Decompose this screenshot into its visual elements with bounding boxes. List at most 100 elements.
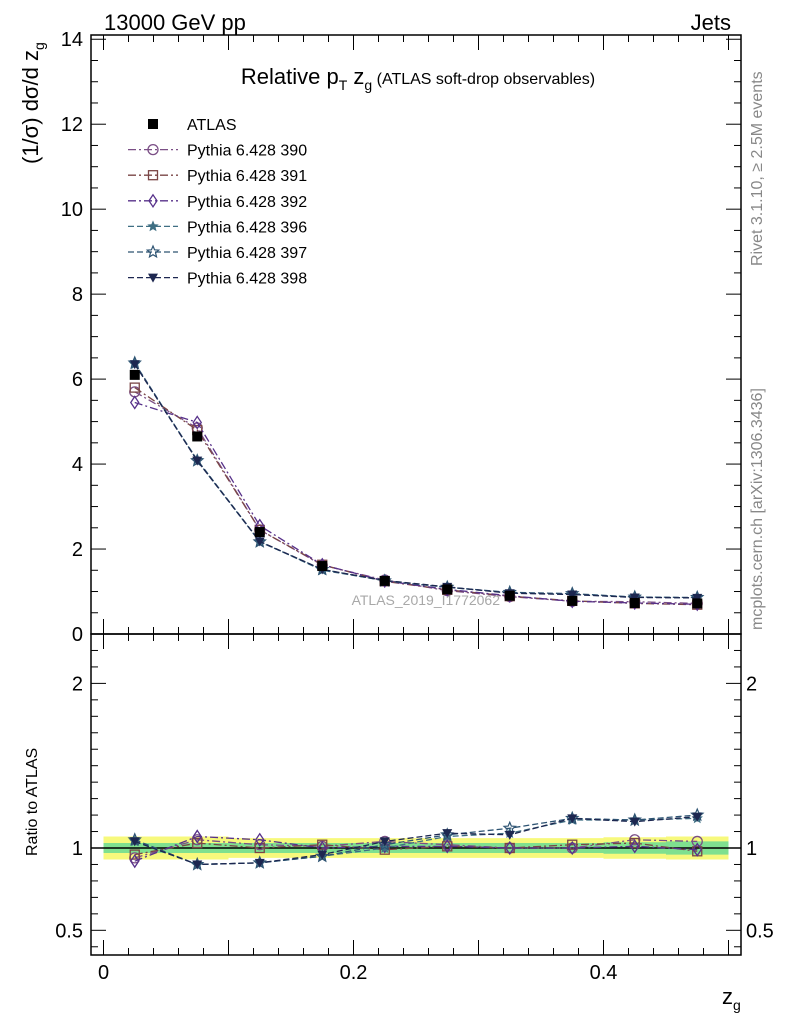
title-mid: z [347, 64, 364, 89]
ratio-point [192, 829, 203, 844]
ratio-line [134, 816, 698, 866]
legend-marker [145, 244, 161, 259]
ratio-y-tick-label: 0.5 [55, 920, 83, 942]
data-point [254, 527, 265, 538]
ratio-point [254, 842, 265, 854]
series-pythia-6428-397 [127, 355, 705, 604]
ratio-point [692, 812, 703, 822]
main-ylabel-sub: g [31, 42, 47, 50]
legend-label: Pythia 6.428 397 [187, 245, 307, 262]
title-sub-t: T [339, 77, 348, 93]
ratio-series-pythia-6428-391 [129, 837, 703, 860]
ratio-point [629, 839, 640, 854]
ratio-y-tick-label-right: 1 [746, 838, 757, 860]
ratio-series-pythia-6428-398 [129, 812, 703, 870]
ratio-point [629, 817, 640, 827]
ratio-y-tick-label-right: 2 [746, 673, 757, 695]
ratio-point [317, 850, 328, 860]
series-pythia-6428-390 [129, 386, 703, 610]
data-point [254, 537, 265, 547]
main-ylabel-text: (1/σ) dσ/d z [18, 50, 43, 164]
y-tick-label: 6 [72, 369, 83, 391]
x-tick-label: 0.4 [590, 962, 618, 984]
y-tick-label: 0 [72, 624, 83, 646]
ratio-point [192, 837, 203, 849]
data-point [129, 395, 140, 410]
y-tick-label: 10 [61, 199, 83, 221]
ratio-point [377, 837, 392, 851]
ratio-point [442, 829, 453, 839]
main-panel: ATLAS_2019_I1772062 0 2 4 6 8 10 12 14 [61, 29, 742, 646]
legend-label: Pythia 6.428 392 [187, 194, 307, 211]
y-tick-label: 2 [72, 539, 83, 561]
ratio-y-tick-label-right: 0.5 [746, 920, 774, 942]
legend-item: Pythia 6.428 396 [128, 219, 307, 236]
ratio-line [134, 835, 698, 862]
title-rest: (ATLAS soft-drop observables) [372, 71, 595, 88]
series-line [134, 362, 698, 599]
title-main: Relative p [241, 64, 339, 89]
header-left: 13000 GeV pp [104, 10, 246, 35]
legend-item: Pythia 6.428 391 [128, 168, 307, 185]
ratio-point [379, 839, 390, 854]
data-point [317, 561, 328, 572]
ratio-y-tick-label: 2 [72, 673, 83, 695]
legend-label: Pythia 6.428 396 [187, 219, 307, 236]
ratio-point [442, 839, 453, 854]
series-line [134, 391, 698, 605]
series-atlas [129, 369, 703, 609]
ratio-series-pythia-6428-392 [129, 829, 703, 869]
ratio-point [254, 832, 265, 847]
data-point [629, 597, 640, 608]
legend-item: ATLAS [148, 117, 237, 134]
x-tick-label: 0.2 [340, 962, 368, 984]
legend-label: ATLAS [187, 117, 237, 134]
series-pythia-6428-392 [129, 395, 703, 612]
ratio-point [129, 837, 140, 847]
ratio-ylabel: Ratio to ATLAS [24, 748, 41, 856]
data-point [692, 598, 703, 609]
legend-marker [147, 170, 159, 181]
data-point [442, 584, 453, 595]
mcplots-label: mcplots.cern.ch [arXiv:1306.3436] [749, 388, 766, 630]
ratio-line [134, 839, 698, 859]
ratio-point [504, 830, 515, 840]
main-ylabel: (1/σ) dσ/d zg [18, 42, 47, 164]
series-pythia-6428-391 [129, 382, 703, 610]
series-pythia-6428-398 [129, 360, 703, 603]
legend-marker [147, 143, 159, 156]
data-point [192, 431, 203, 442]
header-right: Jets [691, 10, 731, 35]
ratio-point [379, 837, 390, 847]
ratio-series-group [127, 807, 705, 871]
data-point [567, 590, 578, 600]
ratio-point [504, 840, 515, 856]
y-tick-label: 8 [72, 284, 83, 306]
ratio-point [129, 853, 140, 869]
legend-label: Pythia 6.428 398 [187, 271, 307, 288]
legend-item: Pythia 6.428 397 [128, 244, 307, 262]
legend: ATLAS Pythia 6.428 390 Pythia 6.428 391 Pyt… [128, 117, 307, 288]
series-line [134, 363, 698, 599]
ratio-point [567, 839, 578, 850]
legend-item: Pythia 6.428 390 [128, 143, 307, 160]
legend-label: Pythia 6.428 390 [187, 143, 307, 160]
y-tick-label: 12 [61, 114, 83, 136]
data-point [129, 369, 140, 380]
rivet-label: Rivet 3.1.10, ≥ 2.5M events [749, 71, 766, 266]
title-sub-g: g [364, 77, 372, 93]
ratio-point [129, 849, 140, 860]
xlabel-sub: g [733, 997, 741, 1013]
legend-item: Pythia 6.428 392 [128, 193, 307, 211]
xlabel: zg [722, 984, 741, 1013]
watermark: ATLAS_2019_I1772062 [352, 592, 501, 608]
data-point [192, 456, 203, 466]
data-point [692, 593, 703, 603]
data-point [629, 593, 640, 603]
data-point [379, 575, 390, 586]
data-point [129, 382, 140, 393]
ratio-line [134, 842, 698, 856]
legend-item: Pythia 6.428 398 [128, 271, 307, 288]
ratio-panel: 0.5 0.5 1 1 2 2 0 0.2 0.4 [55, 633, 774, 984]
